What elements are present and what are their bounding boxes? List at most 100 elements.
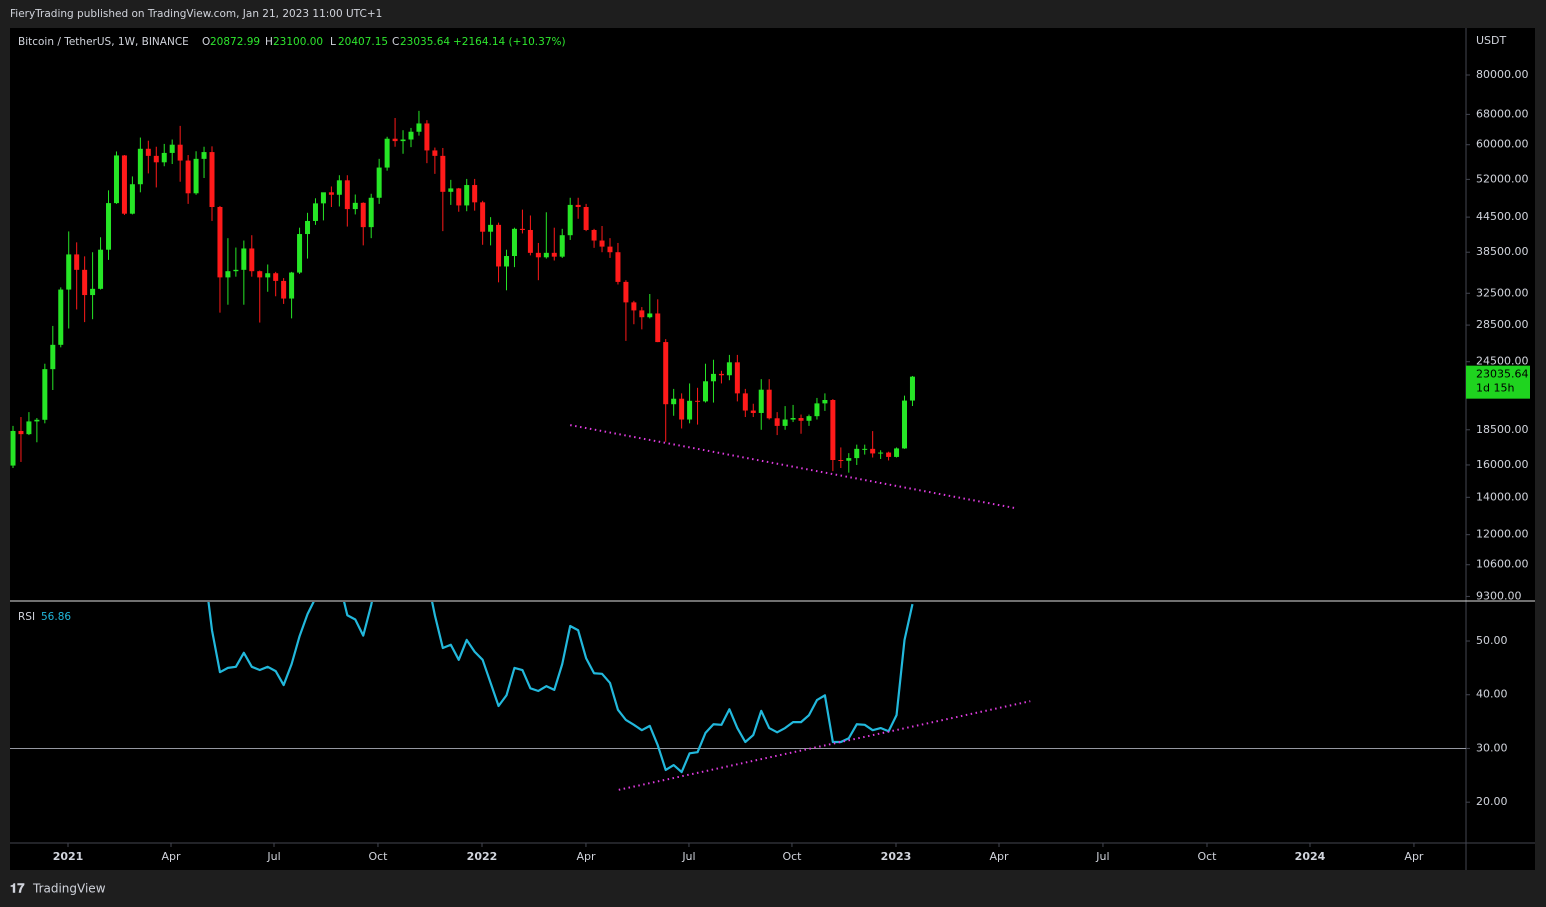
candle-body <box>98 249 104 289</box>
candle-body <box>894 448 900 457</box>
candle-body <box>559 235 565 257</box>
candle-body <box>718 373 724 376</box>
candle-body <box>902 400 908 449</box>
y-tick-label: 30.00 <box>1476 741 1508 754</box>
candle-body <box>273 273 279 281</box>
candle-body <box>249 248 255 272</box>
candle-body <box>639 310 645 318</box>
candle-body <box>496 224 502 267</box>
candle-body <box>201 152 207 159</box>
candle-body <box>344 180 350 210</box>
candle-body <box>408 131 414 140</box>
rsi-line <box>207 602 914 774</box>
candle-body <box>336 180 342 195</box>
rsi-title: RSI <box>18 611 35 623</box>
candle-body <box>623 281 629 303</box>
y-tick-label: 10600.00 <box>1476 558 1529 571</box>
ohlc-value: 23035.64 <box>400 36 450 48</box>
candle-body <box>185 160 191 194</box>
trendline <box>570 424 1015 509</box>
candle-body <box>416 123 422 132</box>
y-tick-label: 16000.00 <box>1476 458 1529 471</box>
candle-body <box>782 419 788 426</box>
candle-body <box>129 184 135 214</box>
x-tick-label: Oct <box>368 850 388 863</box>
candle-body <box>153 155 159 163</box>
candle-body <box>488 224 494 232</box>
x-tick-label: 2024 <box>1295 850 1326 863</box>
x-tick-label: Apr <box>989 850 1009 863</box>
candle-body <box>42 369 48 420</box>
ohlc-value: 23100.00 <box>273 36 323 48</box>
candle-body <box>567 204 573 236</box>
candle-body <box>265 273 271 278</box>
candle-body <box>551 252 557 257</box>
x-tick-label: Apr <box>1404 850 1424 863</box>
brand-logo: 𝟏𝟕 <box>10 882 25 897</box>
x-tick-label: Oct <box>1197 850 1217 863</box>
change: +2164.14 (+10.37%) <box>453 36 566 48</box>
x-tick-label: 2021 <box>53 850 84 863</box>
x-tick-label: Jul <box>681 850 695 863</box>
candle-body <box>703 381 709 402</box>
rsi-pane <box>10 602 1466 791</box>
candle-body <box>400 139 406 142</box>
candle-body <box>480 202 486 232</box>
candle-body <box>352 202 358 210</box>
candle-body <box>297 234 303 273</box>
y-tick-label: 44500.00 <box>1476 210 1529 223</box>
candle-body <box>161 152 167 163</box>
candle-body <box>360 202 366 228</box>
candle-body <box>456 188 462 206</box>
candle-body <box>440 155 446 192</box>
candle-body <box>121 155 127 214</box>
y-tick-label: 32500.00 <box>1476 286 1529 299</box>
ohlc-value: 20872.99 <box>210 36 260 48</box>
candle-body <box>830 399 836 461</box>
candle-body <box>790 418 796 420</box>
ohlc-prefix: L <box>330 36 336 48</box>
candle-body <box>631 302 637 311</box>
candle-body <box>106 203 112 250</box>
y-tick-label: 38500.00 <box>1476 245 1529 258</box>
ohlc-value: 20407.15 <box>338 36 388 48</box>
candle-body <box>504 256 510 267</box>
candle-body <box>909 376 915 401</box>
candle-body <box>734 362 740 394</box>
candle-body <box>774 418 780 426</box>
candle-body <box>695 400 701 402</box>
x-tick-label: Oct <box>782 850 802 863</box>
candle-body <box>464 185 470 206</box>
candle-body <box>647 313 653 318</box>
candle-body <box>726 362 732 376</box>
candle-body <box>583 206 589 230</box>
candle-body <box>870 448 876 454</box>
candle-body <box>241 248 247 270</box>
candle-body <box>806 416 812 421</box>
y-tick-label: 52000.00 <box>1476 172 1529 185</box>
y-tick-label: 80000.00 <box>1476 68 1529 81</box>
candle-body <box>320 192 326 204</box>
candle-body <box>289 272 295 299</box>
y-tick-label: 20.00 <box>1476 795 1508 808</box>
last-price-box <box>1466 365 1530 399</box>
ohlc-legend: O 20872.99 H 23100.00 L 20407.15 C 23035.64 <box>202 36 450 48</box>
x-tick-label: Apr <box>576 850 596 863</box>
candle-body <box>543 252 549 258</box>
candle-body <box>424 123 430 151</box>
candle-body <box>281 280 287 299</box>
trendline <box>618 700 1031 791</box>
candle-body <box>10 430 16 466</box>
candle-body <box>74 254 80 270</box>
candle-body <box>376 167 382 198</box>
candle-body <box>575 204 581 207</box>
ohlc-prefix: O <box>202 36 210 48</box>
rsi-value: 56.86 <box>41 611 71 623</box>
candle-body <box>66 254 72 290</box>
candle-body <box>671 398 677 405</box>
last-price-label: 23035.64 <box>1476 368 1529 381</box>
candle-body <box>328 192 334 195</box>
candle-body <box>535 252 541 258</box>
y-tick-label: 28500.00 <box>1476 318 1529 331</box>
